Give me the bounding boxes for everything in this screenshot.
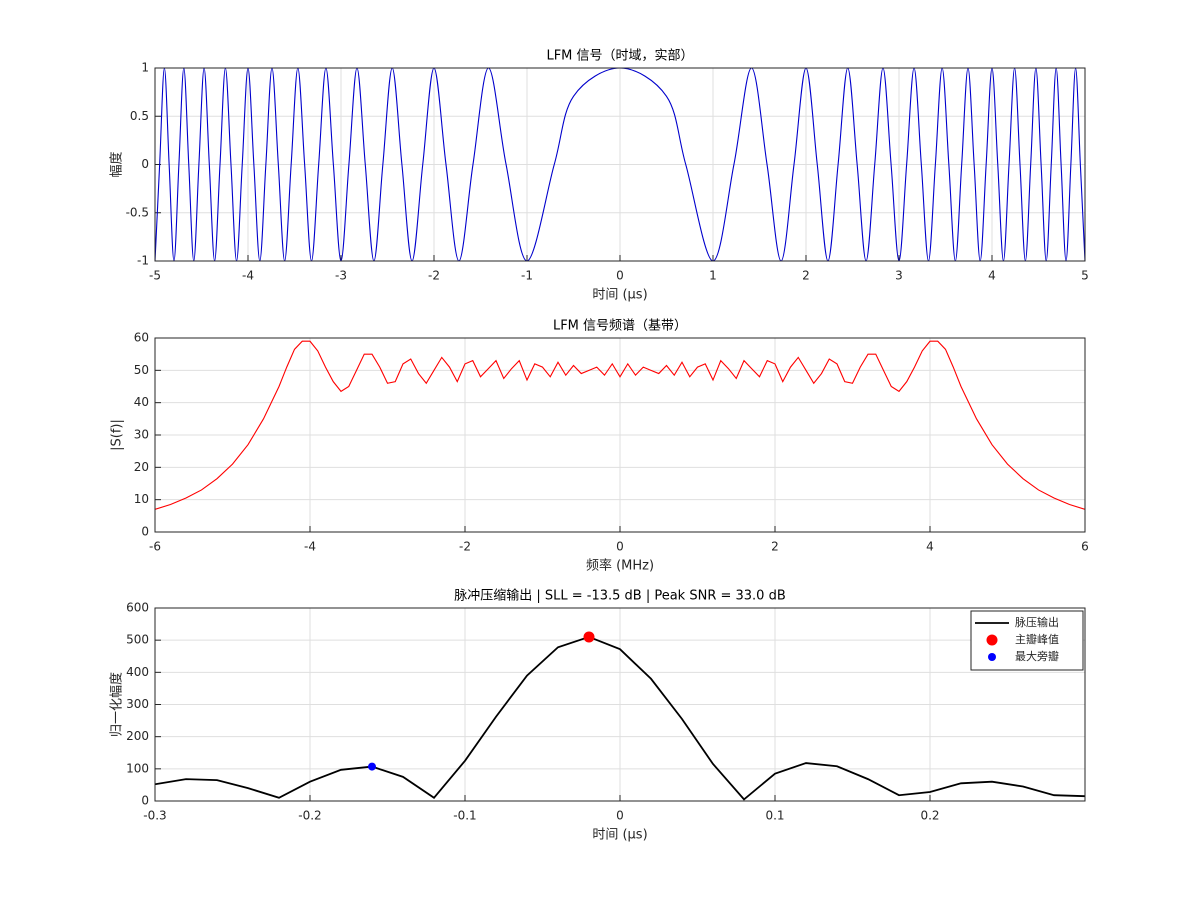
- legend-label: 脉压输出: [1015, 615, 1059, 629]
- y-tick-label: 1: [141, 61, 149, 75]
- series-group: [155, 635, 1085, 801]
- x-tick-label: -6: [149, 540, 161, 554]
- x-tick-label: 0: [616, 809, 624, 823]
- x-tick-label: 4: [926, 540, 934, 554]
- y-tick-label: -0.5: [126, 205, 149, 219]
- x-tick-label: 5: [1081, 269, 1089, 283]
- x-tick-label: -2: [428, 269, 440, 283]
- y-axis-label: |S(f)|: [110, 419, 125, 451]
- axes-frame: [154, 607, 1086, 802]
- marker: [368, 762, 376, 771]
- y-tick-label: 40: [134, 395, 149, 409]
- legend-label: 最大旁瓣: [1015, 649, 1059, 663]
- x-tick-label: 1: [709, 269, 717, 283]
- x-axis-label: 频率 (MHz): [586, 558, 654, 574]
- y-axis-label: 归一化幅度: [109, 672, 125, 737]
- x-tick-label: -0.3: [143, 809, 166, 823]
- y-tick-label: 0.5: [130, 109, 149, 123]
- y-tick-label: 600: [126, 601, 149, 615]
- chart-title: LFM 信号频谱（基带）: [553, 319, 687, 334]
- x-tick-label: 4: [988, 269, 996, 283]
- series-group: [155, 68, 1085, 261]
- y-tick-label: 0: [141, 525, 149, 539]
- axes-frame: [154, 337, 1086, 533]
- legend-marker: [988, 653, 996, 661]
- line: [155, 340, 1085, 510]
- y-tick-label: 500: [126, 633, 149, 647]
- y-axis-label: 幅度: [109, 151, 125, 177]
- chart-title: 脉冲压缩输出 | SLL = -13.5 dB | Peak SNR = 33.…: [454, 588, 786, 604]
- x-tick-label: 6: [1081, 540, 1089, 554]
- x-tick-label: 3: [895, 269, 903, 283]
- x-axis-label: 时间 (μs): [592, 828, 647, 843]
- y-tick-label: -1: [137, 254, 149, 268]
- y-tick-label: 20: [134, 460, 149, 474]
- y-tick-label: 0: [141, 794, 149, 808]
- x-tick-label: -0.1: [453, 809, 476, 823]
- x-axis-label: 时间 (μs): [592, 288, 647, 303]
- y-tick-label: 60: [134, 331, 149, 345]
- y-tick-label: 300: [126, 697, 149, 711]
- y-tick-label: 10: [134, 492, 149, 506]
- x-tick-label: -4: [304, 540, 316, 554]
- x-tick-label: -2: [459, 540, 471, 554]
- y-tick-label: 30: [134, 428, 149, 442]
- y-tick-label: 200: [126, 729, 149, 743]
- subplot: -0.3 -0.2 -0.1 0 0.1 0.2 0 100 200 300 400 500 600 脉冲…: [109, 588, 1086, 843]
- x-tick-label: -1: [521, 269, 533, 283]
- x-tick-label: 0: [616, 269, 624, 283]
- line: [155, 68, 1085, 261]
- x-tick-label: 0.1: [765, 809, 784, 823]
- axes-frame: [154, 67, 1086, 262]
- x-tick-label: -0.2: [298, 809, 321, 823]
- line: [155, 635, 1085, 801]
- subplot: -5 -4 -3 -2 -1 0 1 2 3 4 5 -1 -0.5 0 0.5 1 LFM 信号（时域，实部）…: [109, 49, 1089, 303]
- y-tick-label: 50: [134, 363, 149, 377]
- chart-title: LFM 信号（时域，实部）: [546, 49, 693, 64]
- legend-label: 主瓣峰值: [1015, 632, 1059, 646]
- x-tick-label: 0.2: [920, 809, 939, 823]
- x-tick-label: -3: [335, 269, 347, 283]
- y-tick-label: 100: [126, 761, 149, 775]
- marker: [583, 631, 595, 643]
- y-tick-label: 400: [126, 665, 149, 679]
- x-tick-label: 0: [616, 540, 624, 554]
- x-tick-label: -4: [242, 269, 254, 283]
- legend-marker: [986, 634, 998, 646]
- x-tick-label: -5: [149, 269, 161, 283]
- series-group: [155, 340, 1085, 510]
- y-tick-label: 0: [141, 157, 149, 171]
- x-tick-label: 2: [771, 540, 779, 554]
- x-tick-label: 2: [802, 269, 810, 283]
